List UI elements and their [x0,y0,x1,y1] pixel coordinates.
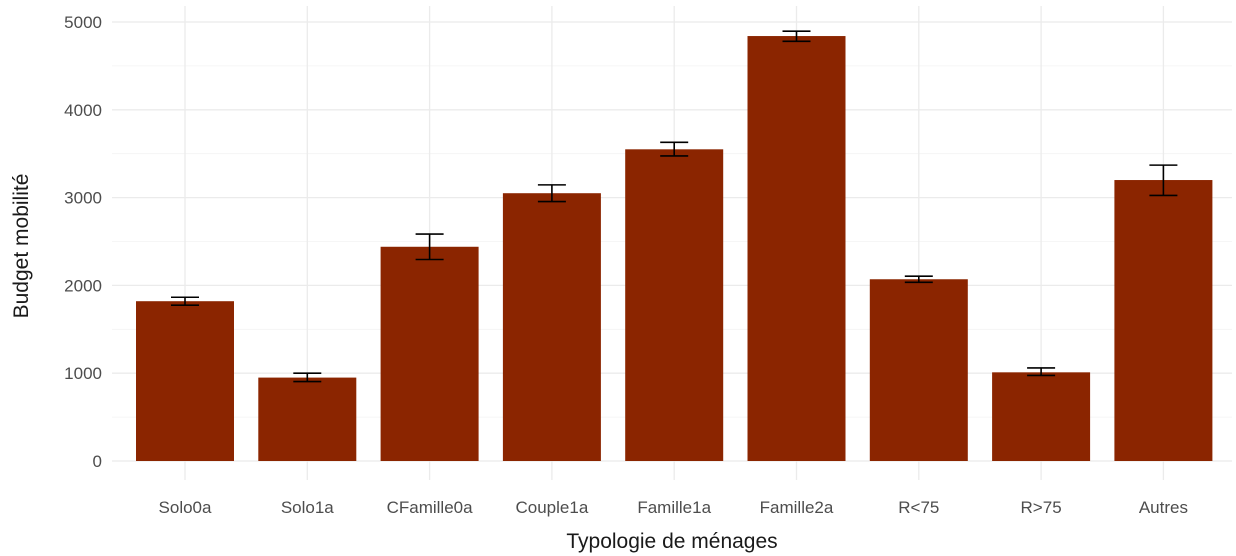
y-axis-title: Budget mobilité [10,174,33,319]
y-tick-label: 3000 [64,189,102,208]
error-bar-R<75 [904,275,933,284]
x-tick-label: Famille2a [760,498,834,517]
y-tick-label: 5000 [64,13,102,32]
y-tick-label: 2000 [64,276,102,295]
x-tick-label: Famille1a [637,498,711,517]
bar-R>75 [992,372,1091,461]
error-bar-R>75 [1027,367,1056,377]
error-bar-CFamille0a [415,233,444,261]
x-tick-label: R>75 [1021,498,1062,517]
error-bar-Famille2a [782,30,811,43]
bar-Famille2a [747,36,846,461]
x-axis-ticks: Solo0a Solo1a CFamille0a Couple1a Famille1a F… [159,498,1188,517]
error-bars [171,30,1178,383]
y-tick-label: 4000 [64,101,102,120]
error-bar-Autres [1149,164,1178,197]
y-axis-ticks: 0 1000 2000 3000 4000 5000 [64,13,102,471]
bar-R<75 [869,279,968,461]
bar-Couple1a [502,193,601,461]
y-tick-label: 0 [93,452,102,471]
bar-Famille1a [625,149,724,461]
bar-Solo1a [258,377,357,461]
y-tick-label: 1000 [64,364,102,383]
x-tick-label: Solo1a [281,498,334,517]
error-bar-Solo1a [293,372,322,383]
x-tick-label: R<75 [898,498,939,517]
error-bar-Famille1a [660,141,689,157]
bar-Autres [1114,180,1213,462]
x-tick-label: Solo0a [159,498,212,517]
x-axis-title: Typologie de ménages [566,530,777,553]
x-tick-label: Autres [1139,498,1188,517]
bar-CFamille0a [380,246,479,461]
error-bar-Solo0a [171,296,199,306]
x-tick-label: Couple1a [516,498,589,517]
bar-Solo0a [136,301,234,461]
bars [136,36,1213,462]
error-bar-Couple1a [537,184,566,203]
x-tick-label: CFamille0a [387,498,474,517]
